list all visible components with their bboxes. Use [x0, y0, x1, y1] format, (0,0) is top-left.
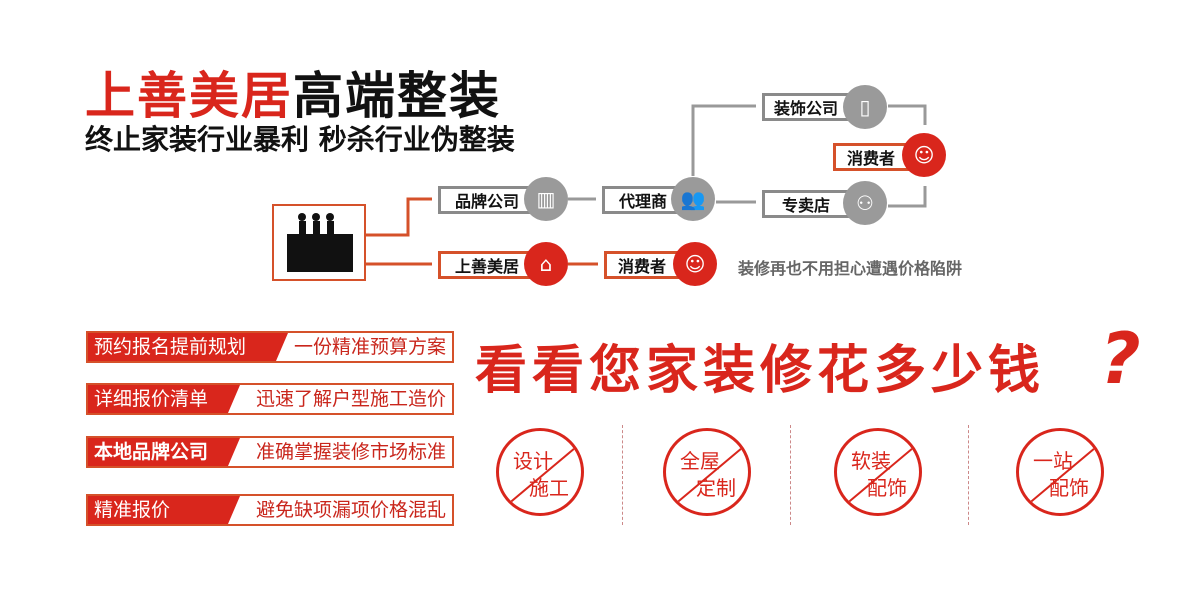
- tower-icon: ▯: [843, 85, 887, 129]
- headline: 看看您家装修花多少钱: [475, 341, 1046, 401]
- consumer-top-box: 消费者: [833, 143, 909, 171]
- stamp-soft-decor: 软装 配饰: [834, 428, 922, 516]
- feature-desc: 一份精准预算方案: [293, 336, 446, 358]
- person-icon: ☺: [673, 242, 717, 286]
- stamp-bottom: 配饰: [1049, 476, 1089, 500]
- stamp-bottom: 定制: [696, 476, 736, 500]
- feature-row: 预约报名提前规划 一份精准预算方案: [86, 331, 454, 363]
- person-icon: ☺: [902, 133, 946, 177]
- stamp-one-stop: 一站 配饰: [1016, 428, 1104, 516]
- meeting-icon: ⚇: [843, 181, 887, 225]
- feature-desc: 避免缺项漏项价格混乱: [255, 499, 446, 521]
- divider: [622, 425, 623, 525]
- feature-label: 精准报价: [88, 496, 240, 524]
- question-mark: ?: [1100, 318, 1141, 400]
- divider: [968, 425, 969, 525]
- divider: [790, 425, 791, 525]
- flow-note: 装修再也不用担心遭遇价格陷阱: [738, 259, 963, 278]
- subtitle: 终止家装行业暴利 秒杀行业伪整装: [85, 123, 515, 156]
- agent-box: 代理商: [602, 186, 684, 214]
- feature-row: 详细报价清单 迅速了解户型施工造价: [86, 383, 454, 415]
- store-to-consumer-line: [888, 186, 927, 208]
- main-title: 上善美居高端整装: [85, 56, 501, 128]
- consumer-bottom-box: 消费者: [604, 251, 680, 279]
- factory-to-brand-line: [365, 197, 432, 237]
- decor-company-box: 装饰公司: [762, 93, 850, 121]
- feature-desc: 准确掌握装修市场标准: [255, 441, 446, 463]
- factory-box: [272, 204, 366, 281]
- feature-desc: 迅速了解户型施工造价: [255, 388, 446, 410]
- feature-label: 详细报价清单: [88, 385, 240, 413]
- agent-to-decor-line: [691, 104, 756, 176]
- stamp-bottom: 配饰: [867, 476, 907, 500]
- stamp-design-construction: 设计 施工: [496, 428, 584, 516]
- brand-company-box: 品牌公司: [438, 186, 536, 214]
- factory-icon: [287, 213, 353, 272]
- feature-label: 本地品牌公司: [88, 438, 240, 466]
- title-suffix: 高端整装: [293, 67, 501, 125]
- flow-connectors: [272, 104, 927, 281]
- stamp-custom: 全屋 定制: [663, 428, 751, 516]
- home-icon: ⌂: [524, 242, 568, 286]
- feature-row: 本地品牌公司 准确掌握装修市场标准: [86, 436, 454, 468]
- feature-row: 精准报价 避免缺项漏项价格混乱: [86, 494, 454, 526]
- people-icon: 👥: [671, 177, 715, 221]
- stamp-bottom: 施工: [529, 476, 569, 500]
- decor-to-consumer-line: [888, 104, 927, 125]
- building-icon: ▥: [524, 177, 568, 221]
- store-box: 专卖店: [762, 190, 850, 218]
- brand-name: 上善美居: [85, 67, 293, 125]
- ssmj-box: 上善美居: [438, 251, 536, 279]
- feature-label: 预约报名提前规划: [88, 333, 288, 361]
